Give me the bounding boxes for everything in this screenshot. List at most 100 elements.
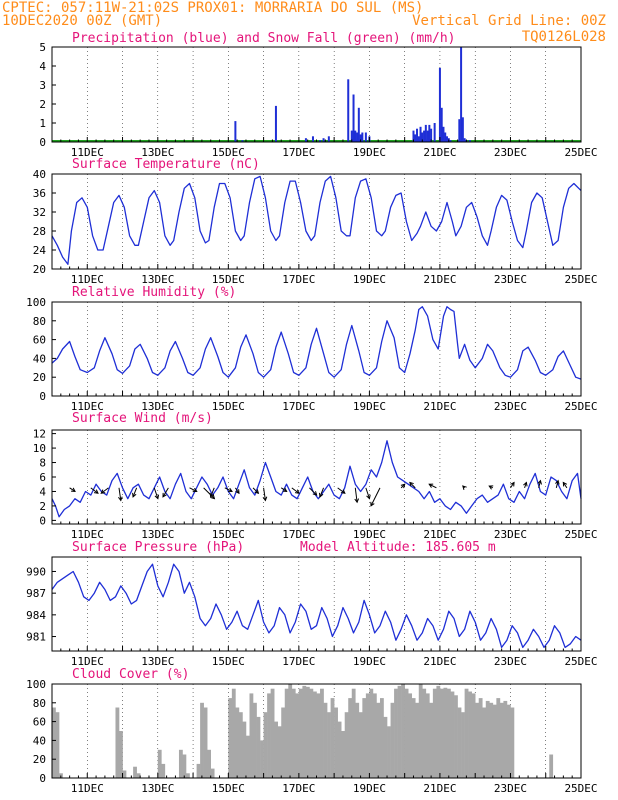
wind-vector-head <box>400 483 406 489</box>
cloud-bar <box>55 712 60 778</box>
cloud-bar <box>348 698 353 778</box>
cloud-bar <box>323 702 328 778</box>
precip-bar <box>412 130 415 142</box>
plot-frame <box>51 429 582 525</box>
wind-vector-head <box>235 489 240 495</box>
series-line <box>51 440 582 518</box>
cloud-bar <box>401 684 405 778</box>
wind-vector <box>210 487 215 498</box>
wind-vector <box>162 487 169 498</box>
cloud-bar <box>365 693 370 778</box>
cloud-bar <box>379 698 384 778</box>
y-tick-label: 2 <box>39 98 46 111</box>
cloud-bar <box>207 749 211 778</box>
wind-vector-head <box>262 496 268 502</box>
cloud-bar <box>369 688 374 778</box>
panel-title-cloud-cover: Cloud Cover (%) <box>72 667 189 682</box>
cloud-bar <box>439 688 444 778</box>
panel-title-precipitation: Precipitation (blue) and Snow Fall (gree… <box>72 31 456 46</box>
cloud-bar <box>115 707 120 778</box>
precip-bar <box>359 134 362 142</box>
precip-bar <box>433 123 436 142</box>
cloud-bar <box>270 688 275 778</box>
cloud-bar <box>461 712 465 778</box>
y-tick-label: 40 <box>33 734 46 747</box>
wind-vector <box>118 487 122 501</box>
cloud-bar <box>411 698 416 778</box>
cloud-bar <box>464 688 469 778</box>
wind-vector <box>319 487 325 498</box>
wind-vector <box>291 487 300 494</box>
cloud-bar <box>397 685 402 778</box>
cloud-bar <box>355 702 360 778</box>
wind-vector <box>189 487 197 492</box>
cloud-bar <box>295 693 300 778</box>
cloud-bar <box>446 688 451 778</box>
wind-vector <box>365 487 370 499</box>
wind-vector-head <box>428 483 434 488</box>
x-tick-label: 15DEC <box>212 146 245 159</box>
wind-vector-head <box>537 479 542 485</box>
cloud-bar <box>362 698 367 778</box>
wind-vector <box>510 482 515 489</box>
wind-vector <box>555 480 559 488</box>
panel-title-wind: Surface Wind (m/s) <box>72 411 213 426</box>
precip-bar <box>449 140 452 142</box>
cloud-bar <box>387 726 391 778</box>
y-tick-label: 2 <box>39 500 46 513</box>
precip-bar <box>423 130 426 142</box>
y-tick-label: 100 <box>26 678 46 691</box>
x-tick-label: 25DEC <box>564 782 597 795</box>
header-run-date: 10DEC2020 00Z (GMT) <box>2 13 162 29</box>
cloud-bar <box>122 770 127 778</box>
cloud-bar <box>471 693 476 778</box>
wind-vector-head <box>409 481 414 487</box>
wind-vector-head <box>93 489 99 494</box>
cloud-bar <box>334 707 338 778</box>
y-tick-label: 60 <box>33 716 46 729</box>
x-tick-label: 19DEC <box>353 273 386 286</box>
precip-bar <box>419 126 422 142</box>
header: CPTEC: 057:11W-21:02S PROX01: MORRARIA D… <box>2 0 606 45</box>
y-tick-label: 1 <box>39 117 46 130</box>
wind-vector-head <box>254 489 260 494</box>
precip-bar <box>424 124 427 142</box>
x-tick-label: 17DEC <box>282 273 315 286</box>
cloud-bar <box>351 688 356 778</box>
precip-bar <box>274 105 277 142</box>
precip-bar <box>354 130 357 142</box>
cloud-bar <box>253 702 257 778</box>
series-line <box>51 306 582 380</box>
cloud-bar <box>376 702 381 778</box>
x-tick-label: 11DEC <box>71 528 104 541</box>
x-tick-label: 19DEC <box>353 400 386 413</box>
precip-bar <box>463 138 466 142</box>
x-tick-label: 23DEC <box>494 146 527 159</box>
cloud-bar <box>320 688 324 778</box>
cloud-bar <box>390 702 395 778</box>
cloud-bar <box>337 721 342 778</box>
cloud-bar <box>203 707 208 778</box>
y-tick-label: 4 <box>39 485 46 498</box>
wind-vector <box>252 487 259 494</box>
wind-vector-head <box>318 492 324 498</box>
wind-vector-head <box>555 479 560 485</box>
x-tick-label: 15DEC <box>212 528 245 541</box>
cloud-bar <box>425 693 430 778</box>
wind-vector <box>100 487 109 494</box>
cloud-bar <box>302 685 307 778</box>
x-tick-label: 25DEC <box>564 655 597 668</box>
wind-vector <box>224 487 233 492</box>
precip-bar <box>322 138 325 142</box>
y-tick-label: 5 <box>39 41 46 54</box>
cloud-bar <box>510 707 515 778</box>
wind-vector-head <box>154 494 160 500</box>
precip-bar <box>440 107 443 142</box>
wind-vector-head <box>282 487 288 493</box>
precip-bar <box>468 140 471 142</box>
wind-vector-head <box>294 489 300 494</box>
y-tick-label: 40 <box>33 168 46 181</box>
panel-temperature: Surface Temperature (nC) 20 24 28 32 36 40 11D… <box>33 157 598 286</box>
precip-bar <box>445 136 448 142</box>
x-tick-label: 21DEC <box>423 528 456 541</box>
